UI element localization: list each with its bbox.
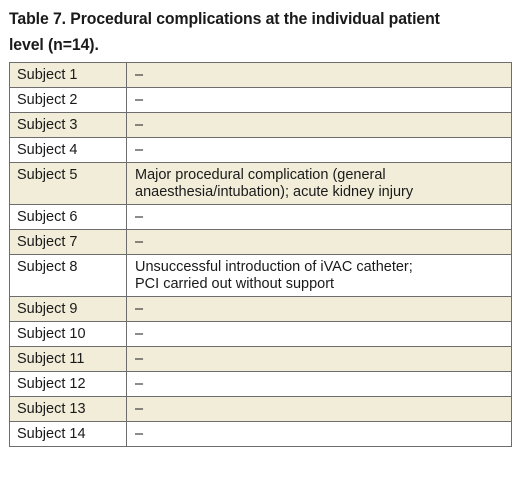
complication-cell: – — [126, 62, 512, 88]
table-row: Subject 6 – — [9, 204, 512, 230]
subject-cell: Subject 14 — [9, 421, 127, 447]
complication-cell: – — [126, 296, 512, 322]
complication-cell: – — [126, 396, 512, 422]
subject-cell: Subject 13 — [9, 396, 127, 422]
subject-cell: Subject 1 — [9, 62, 127, 88]
table-row: Subject 12 – — [9, 371, 512, 397]
complication-cell: – — [126, 229, 512, 255]
subject-cell: Subject 7 — [9, 229, 127, 255]
table-row: Subject 5 Major procedural complication … — [9, 162, 512, 205]
complication-cell: – — [126, 204, 512, 230]
table-row: Subject 9 – — [9, 296, 512, 322]
table-row: Subject 3 – — [9, 112, 512, 138]
complication-cell: Major procedural complication (general a… — [126, 162, 512, 205]
table-row: Subject 10 – — [9, 321, 512, 347]
complication-cell: Unsuccessful introduction of iVAC cathet… — [126, 254, 512, 297]
table-row: Subject 7 – — [9, 229, 512, 255]
table-title: Table 7. Procedural complications at the… — [9, 9, 440, 54]
subject-cell: Subject 9 — [9, 296, 127, 322]
complication-cell: – — [126, 346, 512, 372]
table-row: Subject 14 – — [9, 421, 512, 447]
table-row: Subject 8 Unsuccessful introduction of i… — [9, 254, 512, 297]
complication-cell: – — [126, 112, 512, 138]
subject-cell: Subject 8 — [9, 254, 127, 297]
complication-cell: – — [126, 137, 512, 163]
complication-cell: – — [126, 421, 512, 447]
subject-cell: Subject 5 — [9, 162, 127, 205]
table-row: Subject 13 – — [9, 396, 512, 422]
subject-cell: Subject 3 — [9, 112, 127, 138]
subject-cell: Subject 12 — [9, 371, 127, 397]
subject-cell: Subject 4 — [9, 137, 127, 163]
table-row: Subject 2 – — [9, 87, 512, 113]
complications-table: Subject 1 – Subject 2 – Subject 3 – Subj… — [9, 62, 512, 447]
complication-cell: – — [126, 371, 512, 397]
subject-cell: Subject 11 — [9, 346, 127, 372]
table-row: Subject 1 – — [9, 62, 512, 88]
table-figure: Table 7. Procedural complications at the… — [9, 9, 512, 447]
subject-cell: Subject 10 — [9, 321, 127, 347]
table-row: Subject 4 – — [9, 137, 512, 163]
subject-cell: Subject 6 — [9, 204, 127, 230]
complication-cell: – — [126, 87, 512, 113]
table-row: Subject 11 – — [9, 346, 512, 372]
subject-cell: Subject 2 — [9, 87, 127, 113]
complication-cell: – — [126, 321, 512, 347]
